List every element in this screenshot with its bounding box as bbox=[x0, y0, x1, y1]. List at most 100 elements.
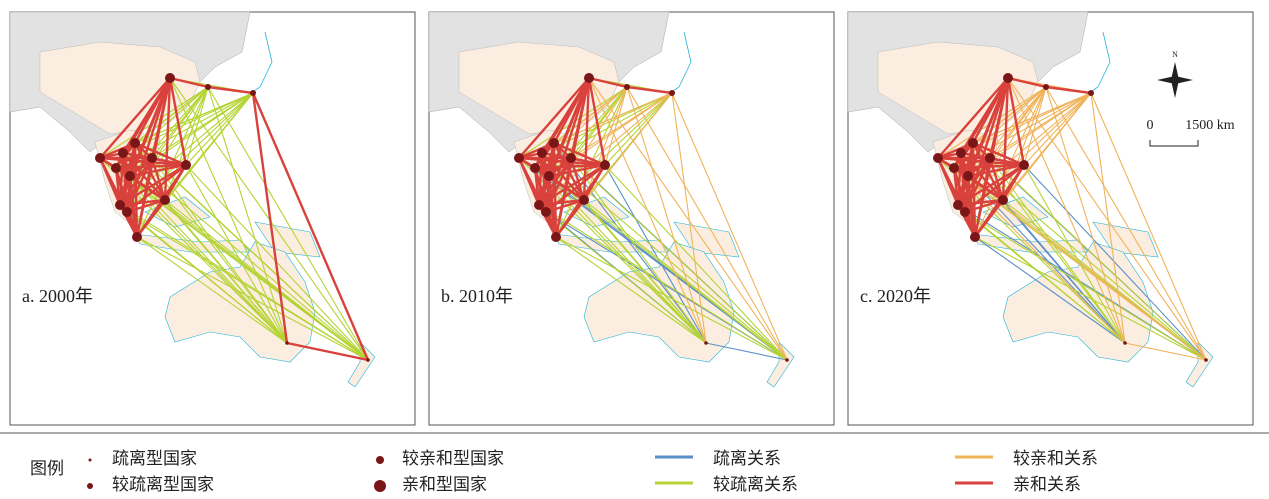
relation-line bbox=[626, 86, 788, 361]
relation-line bbox=[988, 157, 1005, 201]
relation-line bbox=[957, 163, 1025, 207]
panels: a. 2000年 b. 2010年 c. 2020年 N 0 1500 km bbox=[9, 11, 1254, 426]
scale-start: 0 bbox=[1147, 118, 1154, 133]
relation-line bbox=[974, 236, 1207, 361]
relation-line bbox=[570, 92, 673, 159]
relation-line bbox=[99, 141, 136, 160]
relation-line bbox=[136, 236, 288, 344]
relation-line bbox=[1045, 85, 1092, 95]
relation-line bbox=[626, 85, 673, 95]
country-node bbox=[165, 73, 175, 83]
country-node bbox=[160, 195, 170, 205]
country-node bbox=[956, 148, 966, 158]
legend-node bbox=[376, 456, 384, 464]
map-panel: c. 2020年 bbox=[847, 11, 1254, 426]
relation-line bbox=[115, 156, 153, 170]
country-node bbox=[118, 148, 128, 158]
country-node bbox=[366, 358, 370, 362]
compass bbox=[1157, 62, 1193, 98]
country-node bbox=[534, 200, 544, 210]
relation-line bbox=[957, 198, 1004, 207]
relation-line bbox=[207, 85, 254, 95]
relation-line bbox=[151, 157, 369, 361]
country-node bbox=[960, 207, 970, 217]
relation-line bbox=[544, 77, 591, 213]
legend-node bbox=[88, 458, 92, 462]
country-node bbox=[566, 153, 576, 163]
relation-line bbox=[151, 156, 187, 167]
relation-line bbox=[136, 236, 369, 361]
country-node bbox=[130, 138, 140, 148]
relation-line bbox=[964, 211, 1207, 361]
country-node bbox=[132, 232, 142, 242]
country-node bbox=[530, 163, 540, 173]
relation-line bbox=[534, 156, 572, 170]
relation-line bbox=[1090, 92, 1126, 344]
relation-line bbox=[583, 86, 628, 201]
legend-label: 亲和型国家 bbox=[402, 475, 487, 494]
relation-line bbox=[168, 77, 188, 166]
relation-line bbox=[1023, 164, 1126, 344]
relation-line bbox=[555, 199, 585, 238]
relation-line bbox=[134, 141, 187, 167]
country-node bbox=[537, 148, 547, 158]
country-node bbox=[1088, 90, 1094, 96]
relation-line bbox=[518, 141, 555, 160]
relation-line bbox=[129, 163, 187, 178]
country-node bbox=[147, 153, 157, 163]
relation-line bbox=[554, 157, 573, 238]
relation-line bbox=[604, 86, 628, 166]
legend-label: 疏离型国家 bbox=[112, 449, 197, 468]
relation-line bbox=[587, 77, 607, 166]
relation-line bbox=[134, 142, 288, 344]
relation-line bbox=[548, 163, 606, 178]
country-node bbox=[970, 232, 980, 242]
relation-line bbox=[555, 236, 707, 344]
relation-line bbox=[207, 86, 288, 344]
legend-label: 亲和关系 bbox=[1013, 475, 1081, 494]
relation-line bbox=[972, 142, 1126, 344]
relation-line bbox=[588, 77, 707, 344]
country-node bbox=[785, 358, 789, 362]
relation-line bbox=[555, 236, 788, 361]
relation-line bbox=[570, 157, 707, 344]
panel-label: a. 2000年 bbox=[22, 286, 93, 306]
relation-line bbox=[169, 76, 209, 89]
country-node bbox=[1043, 84, 1049, 90]
legend-node bbox=[374, 480, 386, 492]
relation-line bbox=[1045, 86, 1207, 361]
country-node bbox=[600, 160, 610, 170]
relation-line bbox=[964, 92, 1092, 213]
relation-line bbox=[964, 198, 1004, 214]
relation-line bbox=[1007, 76, 1047, 89]
panel-label: c. 2020年 bbox=[860, 286, 931, 306]
relation-line bbox=[251, 92, 370, 361]
relation-line bbox=[972, 92, 1092, 144]
country-node bbox=[285, 341, 289, 345]
country-node bbox=[1019, 160, 1029, 170]
scale-end: 1500 km bbox=[1185, 118, 1235, 133]
relation-line bbox=[545, 211, 707, 344]
country-node bbox=[181, 160, 191, 170]
relation-line bbox=[185, 164, 288, 344]
relation-line bbox=[553, 92, 673, 144]
relation-line bbox=[207, 86, 369, 361]
relation-line bbox=[164, 199, 369, 361]
relation-line bbox=[251, 92, 289, 344]
relation-line bbox=[705, 342, 788, 361]
relation-line bbox=[518, 86, 628, 159]
panel-label: b. 2010年 bbox=[441, 286, 513, 306]
relation-line bbox=[973, 157, 992, 238]
relation-line bbox=[583, 199, 788, 361]
relation-line bbox=[150, 157, 167, 201]
relation-line bbox=[937, 86, 1047, 159]
relation-line bbox=[937, 141, 974, 160]
relation-line bbox=[135, 157, 154, 238]
legend-label: 疏离关系 bbox=[713, 449, 781, 468]
relation-line bbox=[99, 86, 209, 159]
relation-line bbox=[545, 198, 585, 214]
country-node bbox=[704, 341, 708, 345]
legend-label: 较疏离型国家 bbox=[112, 475, 214, 494]
relation-line bbox=[569, 157, 586, 201]
relation-line bbox=[537, 175, 551, 206]
